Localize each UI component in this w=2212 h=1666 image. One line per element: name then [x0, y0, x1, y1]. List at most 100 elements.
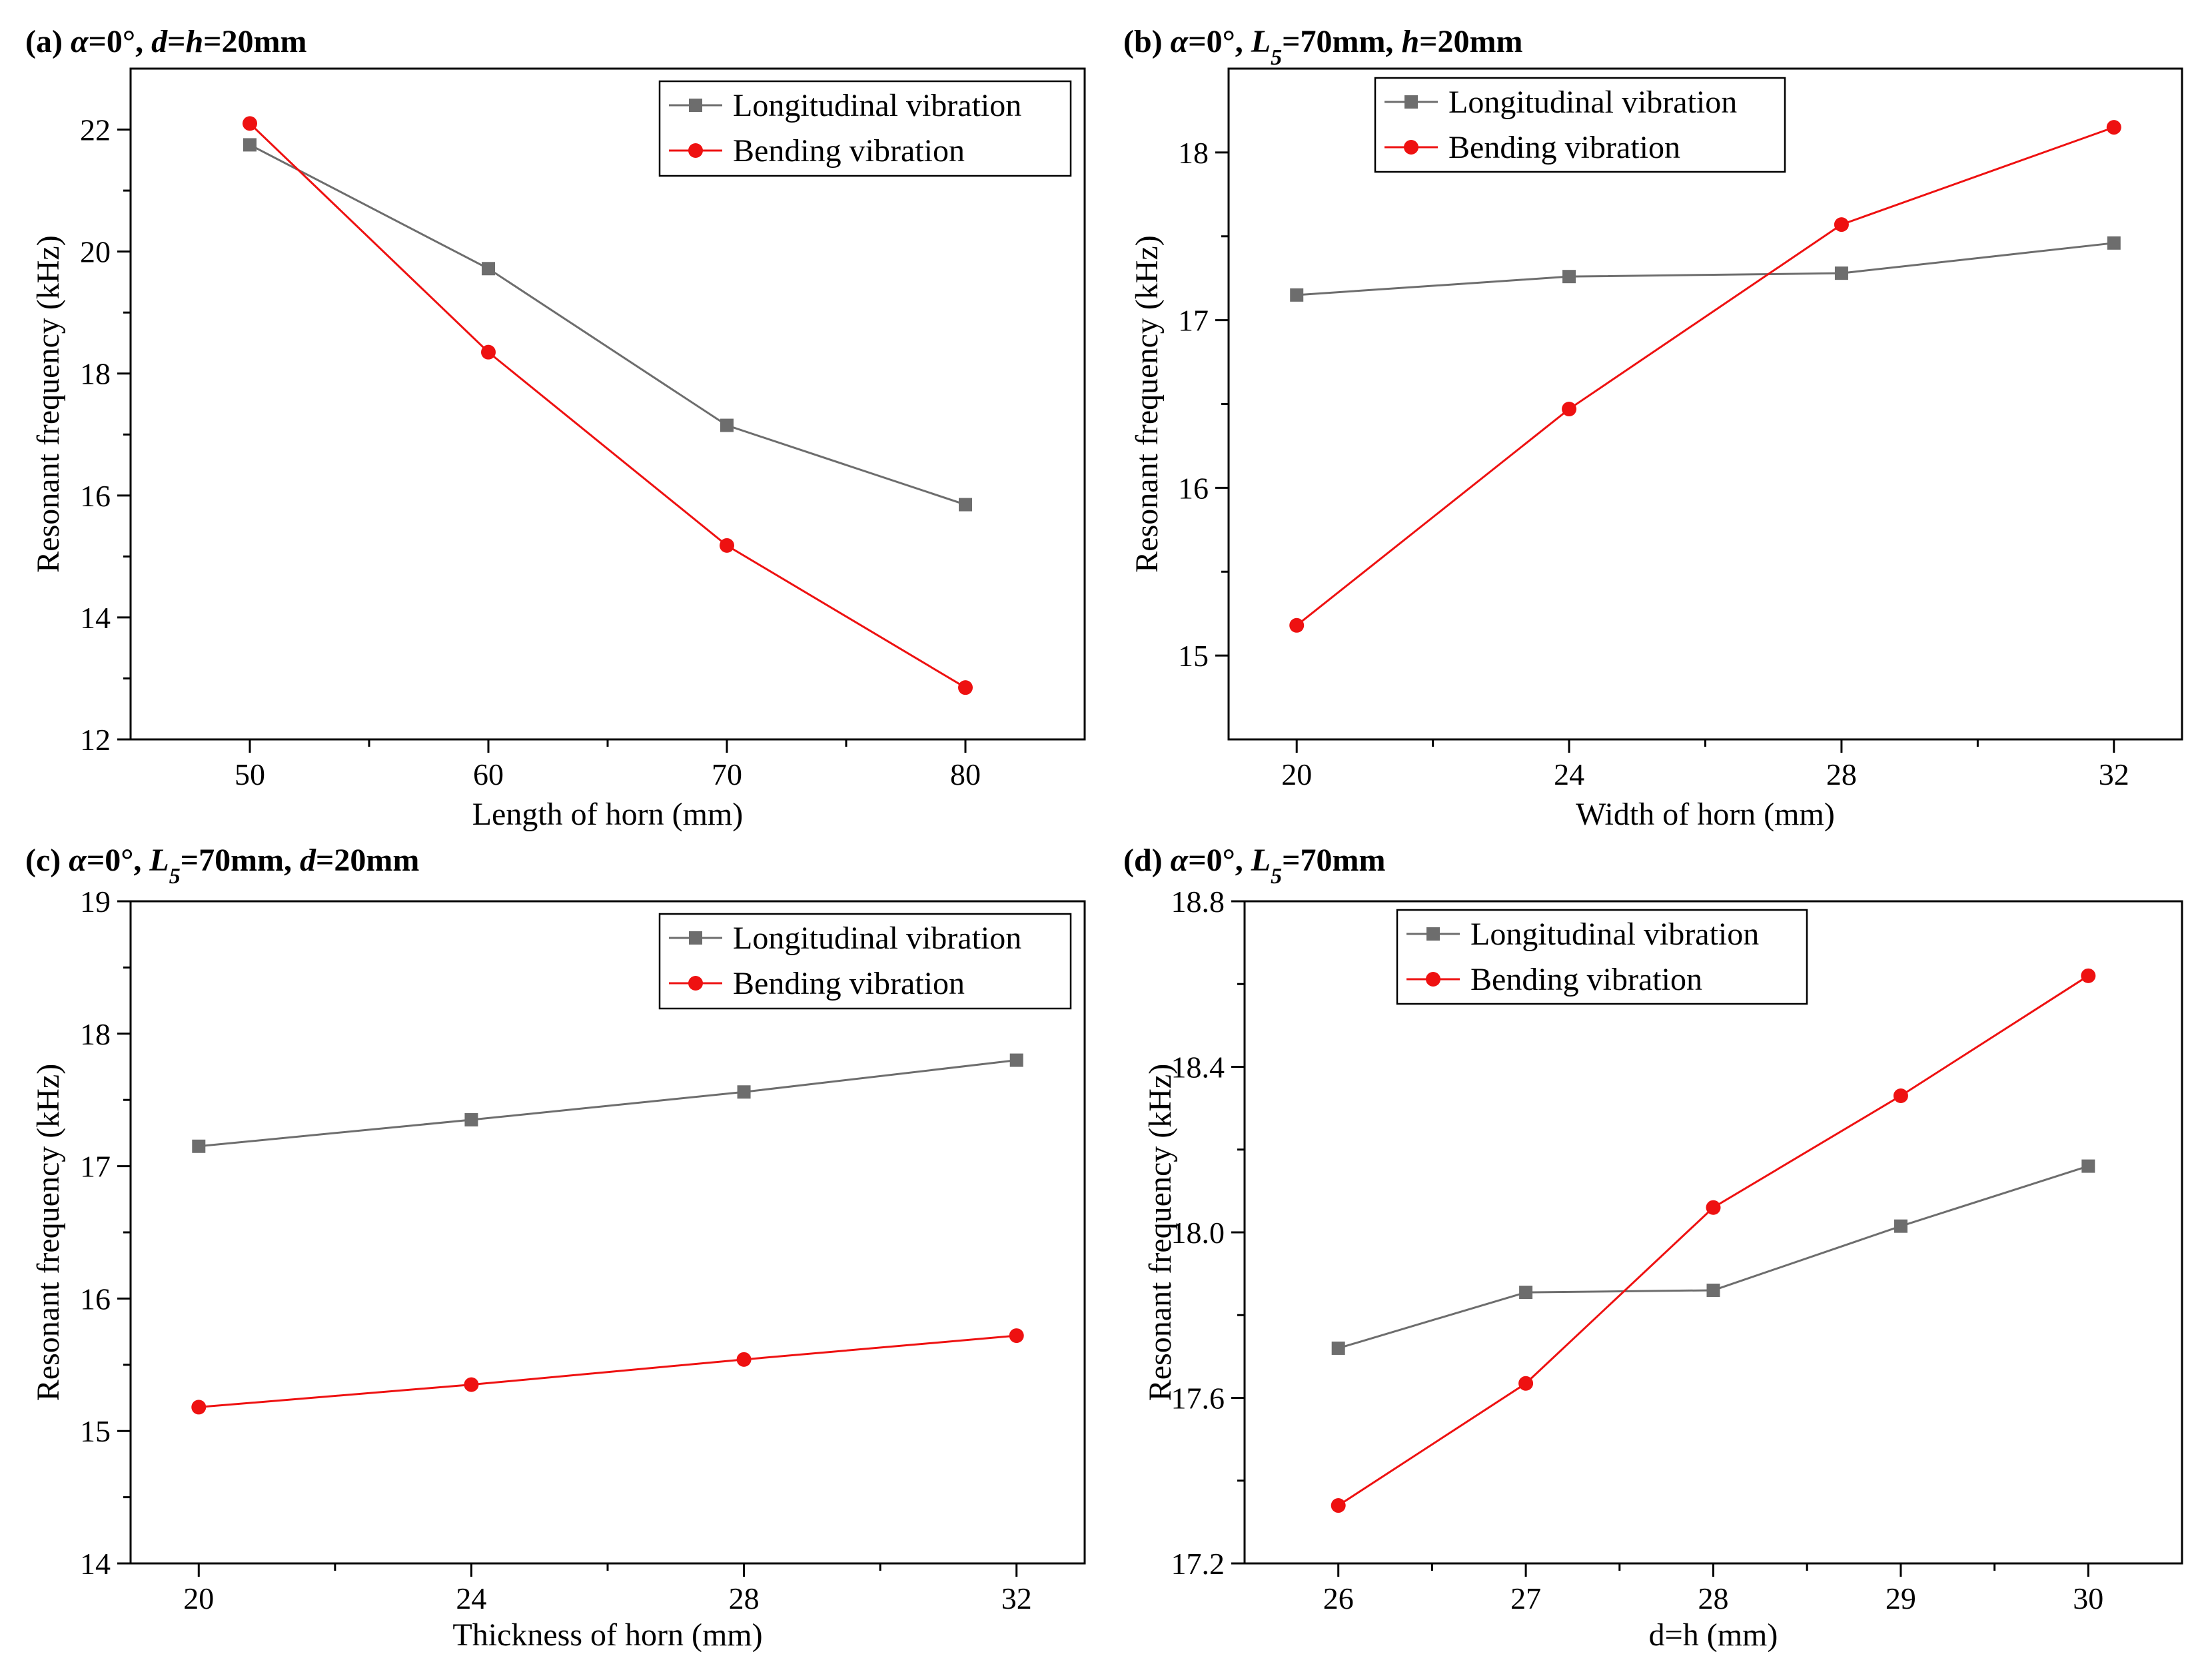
- y-tick-label: 18: [80, 357, 111, 391]
- legend-label-longitudinal: Longitudinal vibration: [733, 921, 1021, 956]
- legend-circle-marker: [1404, 140, 1418, 155]
- longitudinal-data-point: [2107, 236, 2121, 250]
- longitudinal-data-point: [720, 418, 734, 432]
- chart-panel-b: (b) α=0°, L5=70mm, h=20mm 20 24 28 32 15 16 17 1…: [1123, 24, 2183, 832]
- longitudinal-data-point: [243, 138, 257, 152]
- bending-data-point: [736, 1352, 752, 1367]
- x-tick-label: 27: [1510, 1581, 1541, 1615]
- legend-label-longitudinal: Longitudinal vibration: [1448, 85, 1737, 120]
- legend: Longitudinal vibration Bending vibration: [1374, 77, 1786, 173]
- bending-data-point: [2081, 968, 2096, 983]
- x-tick-label: 50: [235, 757, 265, 791]
- y-axis-label: Resonant frequency (kHz): [1129, 235, 1165, 572]
- panel-title-part: α: [1171, 24, 1189, 59]
- longitudinal-data-point: [1834, 266, 1848, 280]
- panel-title-part: h: [185, 24, 203, 59]
- panel-title-part: d: [151, 24, 168, 59]
- y-tick-label: 12: [80, 723, 111, 757]
- y-tick-label: 15: [80, 1414, 111, 1448]
- panel-title-part: =0°,: [1188, 24, 1251, 59]
- longitudinal-data-point: [1519, 1286, 1533, 1300]
- y-tick-label: 17: [80, 1150, 111, 1184]
- x-tick-label: 29: [1886, 1581, 1916, 1615]
- panel-title-part: h: [1401, 24, 1419, 59]
- x-tick-label: 32: [1001, 1581, 1032, 1615]
- x-axis-label: Length of horn (mm): [472, 797, 744, 832]
- legend-label-longitudinal: Longitudinal vibration: [733, 88, 1021, 123]
- legend-label-longitudinal: Longitudinal vibration: [1470, 917, 1759, 952]
- panel-title-part: L: [1251, 24, 1271, 59]
- legend: Longitudinal vibration Bending vibration: [658, 913, 1072, 1010]
- legend-label-bending: Bending vibration: [733, 133, 965, 169]
- legend-square-marker: [689, 99, 702, 112]
- legend-square-marker: [1404, 95, 1418, 109]
- x-tick-label: 24: [456, 1581, 486, 1615]
- x-tick-label: 70: [712, 757, 742, 791]
- legend-label-bending: Bending vibration: [1470, 962, 1702, 997]
- x-tick-label: 80: [950, 757, 981, 791]
- legend-circle-marker: [688, 143, 703, 158]
- bending-data-point: [481, 344, 496, 360]
- y-tick-label: 14: [80, 601, 111, 635]
- x-tick-label: 20: [1281, 757, 1312, 791]
- x-axis-label: Width of horn (mm): [1576, 797, 1835, 832]
- bending-data-point: [1893, 1088, 1908, 1103]
- panel-title-part: 5: [169, 864, 181, 889]
- legend-box: [658, 80, 1072, 177]
- bending-data-point: [1289, 618, 1305, 633]
- x-tick-label: 26: [1323, 1581, 1354, 1615]
- panel-title-part: =70mm: [1282, 843, 1385, 878]
- y-tick-label: 17.6: [1171, 1382, 1225, 1416]
- y-tick-label: 19: [80, 885, 111, 919]
- y-axis-label: Resonant frequency (kHz): [31, 235, 66, 572]
- x-tick-label: 30: [2073, 1581, 2103, 1615]
- x-tick-label: 24: [1554, 757, 1584, 791]
- x-axis-label: Thickness of horn (mm): [452, 1617, 762, 1653]
- x-tick-label: 20: [183, 1581, 214, 1615]
- panel-title-part: =20mm: [1419, 24, 1522, 59]
- y-tick-label: 18: [80, 1017, 111, 1051]
- longitudinal-data-point: [1562, 270, 1576, 284]
- longitudinal-data-point: [1331, 1341, 1345, 1355]
- legend-circle-marker: [688, 976, 703, 991]
- panel-title-part: =20mm: [203, 24, 306, 59]
- y-tick-label: 22: [80, 113, 111, 147]
- bending-data-point: [464, 1377, 479, 1392]
- panel-title-part: =0°,: [87, 843, 150, 878]
- x-tick-label: 32: [2099, 757, 2129, 791]
- panel-title-part: L: [1251, 843, 1271, 878]
- y-tick-label: 18: [1178, 136, 1209, 170]
- y-tick-label: 16: [1178, 471, 1209, 505]
- longitudinal-data-point: [464, 1113, 478, 1127]
- y-tick-label: 16: [80, 479, 111, 513]
- bending-data-point: [1706, 1200, 1721, 1215]
- y-tick-label: 17: [1178, 304, 1209, 338]
- legend-label-bending: Bending vibration: [733, 966, 965, 1001]
- bending-data-point: [2106, 120, 2121, 135]
- legend: Longitudinal vibration Bending vibration: [658, 80, 1072, 177]
- bending-data-point: [243, 116, 257, 131]
- y-tick-label: 14: [80, 1547, 111, 1581]
- legend-circle-marker: [1426, 972, 1440, 987]
- legend-box: [658, 913, 1072, 1010]
- x-tick-label: 28: [729, 1581, 760, 1615]
- longitudinal-data-point: [192, 1139, 206, 1153]
- legend-box: [1374, 77, 1786, 173]
- chart-panel-d: (d) α=0°, L5=70mm 26 27 28 29 30 17.2 17.6 18.0 1…: [1123, 843, 2183, 1653]
- panel-title-part: (c): [25, 843, 69, 878]
- y-tick-label: 18.0: [1171, 1216, 1225, 1250]
- longitudinal-series-line: [1338, 1165, 2089, 1350]
- x-tick-label: 60: [473, 757, 504, 791]
- bending-data-point: [958, 680, 973, 695]
- panel-title-part: α: [71, 24, 89, 59]
- longitudinal-series-line: [199, 1059, 1017, 1148]
- panel-title-part: =70mm,: [181, 843, 300, 878]
- panel-title-part: α: [69, 843, 87, 878]
- longitudinal-data-point: [2081, 1159, 2095, 1173]
- longitudinal-data-point: [1706, 1283, 1720, 1297]
- longitudinal-data-point: [482, 262, 495, 276]
- legend-box: [1396, 909, 1808, 1005]
- bending-data-point: [1331, 1498, 1346, 1513]
- y-tick-label: 17.2: [1171, 1547, 1225, 1581]
- panel-title: (c) α=0°, L5=70mm, d=20mm: [25, 843, 419, 889]
